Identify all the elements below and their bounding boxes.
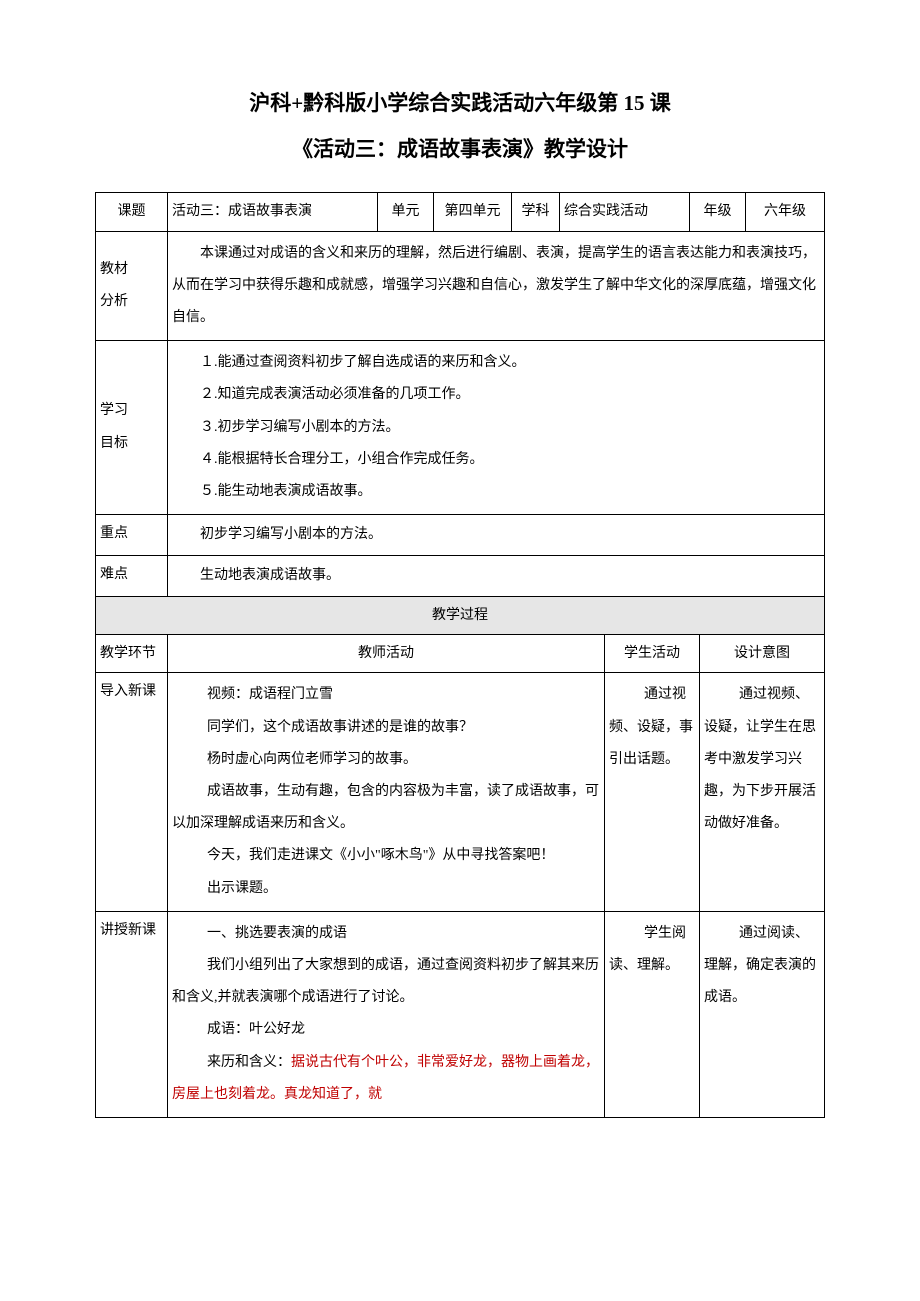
teacher-intro-1: 视频：成语程门立雪 — [172, 679, 600, 711]
phase-teach: 讲授新课 — [96, 911, 168, 1117]
phase-intro: 导入新课 — [96, 673, 168, 911]
teacher-intro-6: 出示课题。 — [172, 873, 600, 905]
teacher-intro-3: 杨时虚心向两位老师学习的故事。 — [172, 744, 600, 776]
material-analysis-text: 本课通过对成语的含义和来历的理解，然后进行编剧、表演，提高学生的语言表达能力和表… — [172, 238, 820, 335]
topic-label: 课题 — [96, 193, 168, 231]
teacher-teach-cell: 一、挑选要表演的成语 我们小组列出了大家想到的成语，通过查阅资料初步了解其来历和… — [168, 911, 605, 1117]
objective-3: ３.初步学习编写小剧本的方法。 — [172, 412, 820, 444]
teacher-teach-red: 来历和含义：据说古代有个叶公，非常爱好龙，器物上画着龙，房屋上也刻着龙。真龙知道… — [172, 1047, 600, 1111]
material-analysis-row: 教材 分析 本课通过对成语的含义和来历的理解，然后进行编剧、表演，提高学生的语言… — [96, 231, 825, 341]
key-row: 重点 初步学习编写小剧本的方法。 — [96, 515, 825, 556]
intent-intro-cell: 通过视频、设疑，让学生在思考中激发学习兴趣，为下步开展活动做好准备。 — [700, 673, 825, 911]
student-teach-text: 学生阅读、理解。 — [609, 918, 695, 982]
process-header-row: 教学过程 — [96, 597, 825, 635]
col-teacher: 教师活动 — [168, 635, 605, 673]
intent-teach-cell: 通过阅读、理解，确定表演的成语。 — [700, 911, 825, 1117]
teacher-teach-3: 成语：叶公好龙 — [172, 1014, 600, 1046]
process-row-intro: 导入新课 视频：成语程门立雪 同学们，这个成语故事讲述的是谁的故事？ 杨时虚心向… — [96, 673, 825, 911]
objectives-row: 学习 目标 １.能通过查阅资料初步了解自选成语的来历和含义。 ２.知道完成表演活… — [96, 341, 825, 515]
teacher-intro-4: 成语故事，生动有趣，包含的内容极为丰富，读了成语故事，可以加深理解成语来历和含义… — [172, 776, 600, 840]
key-label: 重点 — [96, 515, 168, 556]
objective-1: １.能通过查阅资料初步了解自选成语的来历和含义。 — [172, 347, 820, 379]
col-phase: 教学环节 — [96, 635, 168, 673]
intent-teach-text: 通过阅读、理解，确定表演的成语。 — [704, 918, 820, 1015]
subject-label: 学科 — [512, 193, 560, 231]
material-analysis-cell: 本课通过对成语的含义和来历的理解，然后进行编剧、表演，提高学生的语言表达能力和表… — [168, 231, 825, 341]
difficulty-text: 生动地表演成语故事。 — [172, 562, 820, 590]
col-intent: 设计意图 — [700, 635, 825, 673]
grade-label: 年级 — [690, 193, 746, 231]
subject-value: 综合实践活动 — [560, 193, 690, 231]
objective-5: ５.能生动地表演成语故事。 — [172, 476, 820, 508]
process-columns-row: 教学环节 教师活动 学生活动 设计意图 — [96, 635, 825, 673]
title-line-2: 《活动三：成语故事表演》教学设计 — [95, 126, 825, 172]
teacher-teach-1: 一、挑选要表演的成语 — [172, 918, 600, 950]
unit-value: 第四单元 — [434, 193, 512, 231]
objective-4: ４.能根据特长合理分工，小组合作完成任务。 — [172, 444, 820, 476]
objective-2: ２.知道完成表演活动必须准备的几项工作。 — [172, 379, 820, 411]
student-teach-cell: 学生阅读、理解。 — [605, 911, 700, 1117]
difficulty-row: 难点 生动地表演成语故事。 — [96, 556, 825, 597]
intent-intro-text: 通过视频、设疑，让学生在思考中激发学习兴趣，为下步开展活动做好准备。 — [704, 679, 820, 840]
key-text: 初步学习编写小剧本的方法。 — [172, 521, 820, 549]
teacher-red-prefix: 来历和含义： — [207, 1055, 291, 1070]
objectives-label: 学习 目标 — [96, 341, 168, 515]
col-student: 学生活动 — [605, 635, 700, 673]
unit-label: 单元 — [378, 193, 434, 231]
lesson-plan-table: 课题 活动三：成语故事表演 单元 第四单元 学科 综合实践活动 年级 六年级 教… — [95, 192, 825, 635]
title-line-1: 沪科+黔科版小学综合实践活动六年级第 15 课 — [95, 80, 825, 126]
topic-value: 活动三：成语故事表演 — [168, 193, 378, 231]
key-cell: 初步学习编写小剧本的方法。 — [168, 515, 825, 556]
objectives-cell: １.能通过查阅资料初步了解自选成语的来历和含义。 ２.知道完成表演活动必须准备的… — [168, 341, 825, 515]
grade-value: 六年级 — [746, 193, 825, 231]
document-title: 沪科+黔科版小学综合实践活动六年级第 15 课 《活动三：成语故事表演》教学设计 — [95, 80, 825, 172]
process-table: 教学环节 教师活动 学生活动 设计意图 导入新课 视频：成语程门立雪 同学们，这… — [95, 635, 825, 1118]
difficulty-label: 难点 — [96, 556, 168, 597]
info-row: 课题 活动三：成语故事表演 单元 第四单元 学科 综合实践活动 年级 六年级 — [96, 193, 825, 231]
teacher-teach-2: 我们小组列出了大家想到的成语，通过查阅资料初步了解其来历和含义,并就表演哪个成语… — [172, 950, 600, 1014]
teacher-intro-2: 同学们，这个成语故事讲述的是谁的故事？ — [172, 712, 600, 744]
difficulty-cell: 生动地表演成语故事。 — [168, 556, 825, 597]
material-analysis-label: 教材 分析 — [96, 231, 168, 341]
student-intro-cell: 通过视频、设疑，事引出话题。 — [605, 673, 700, 911]
teacher-intro-5: 今天，我们走进课文《小小"啄木鸟"》从中寻找答案吧！ — [172, 840, 600, 872]
teacher-intro-cell: 视频：成语程门立雪 同学们，这个成语故事讲述的是谁的故事？ 杨时虚心向两位老师学… — [168, 673, 605, 911]
student-intro-text: 通过视频、设疑，事引出话题。 — [609, 679, 695, 776]
process-row-teach: 讲授新课 一、挑选要表演的成语 我们小组列出了大家想到的成语，通过查阅资料初步了… — [96, 911, 825, 1117]
process-header: 教学过程 — [96, 597, 825, 635]
